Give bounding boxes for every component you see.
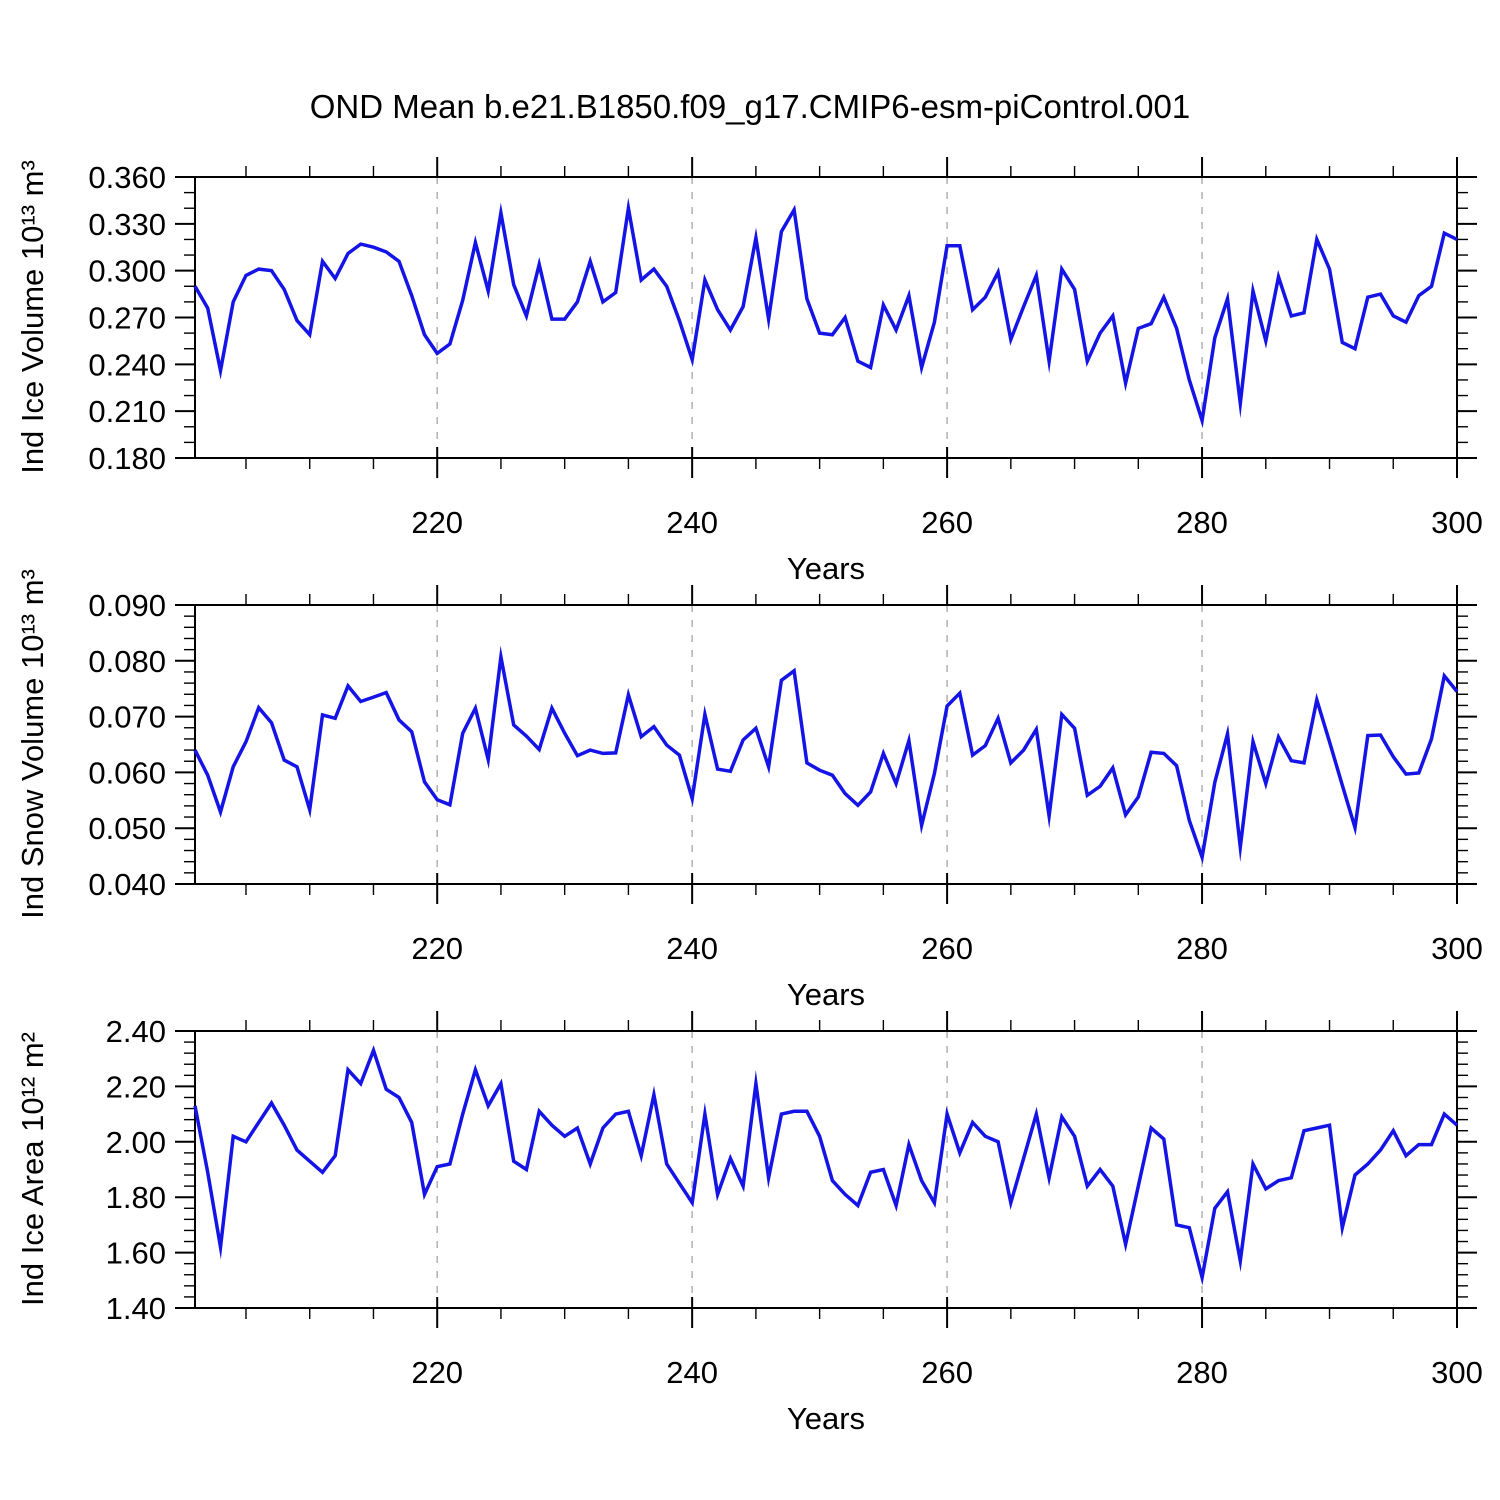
panel-1-x-axis-title: Years bbox=[786, 551, 866, 586]
panel-2-x-axis-title: Years bbox=[786, 977, 866, 1012]
y-tick-label: 0.060 bbox=[88, 755, 166, 790]
y-tick-label: 0.270 bbox=[88, 301, 166, 336]
chart-title: OND Mean b.e21.B1850.f09_g17.CMIP6-esm-p… bbox=[309, 88, 1191, 125]
ind-ice-volume-line bbox=[193, 197, 1458, 429]
x-tick-label: 260 bbox=[921, 1355, 973, 1390]
y-tick-label: 0.360 bbox=[88, 160, 166, 195]
panel-3-x-axis-title: Years bbox=[786, 1401, 866, 1436]
panel-3-plot: 2.40 2.20 2.00 1.80 1.60 1.40 220 240 260 280 300 bbox=[106, 1011, 1483, 1390]
panel-1-y-axis-title: Ind Ice Volume 10¹³ m³ bbox=[15, 160, 50, 474]
plot-border bbox=[194, 604, 1458, 885]
panel-2-y-axis-title: Ind Snow Volume 10¹³ m³ bbox=[15, 569, 50, 919]
y-tick-label: 0.240 bbox=[88, 347, 166, 382]
y-tick-label: 0.300 bbox=[88, 254, 166, 289]
panel-3-y-axis-title: Ind Ice Area 10¹² m² bbox=[15, 1032, 50, 1306]
x-tick-label: 280 bbox=[1176, 931, 1228, 966]
ind-ice-area-line bbox=[193, 1045, 1459, 1286]
plot-border bbox=[194, 1030, 1458, 1309]
plot-border bbox=[194, 176, 1458, 459]
x-tick-label: 280 bbox=[1176, 505, 1228, 540]
y-tick-label: 1.80 bbox=[106, 1180, 166, 1215]
y-tick-label: 0.050 bbox=[88, 811, 166, 846]
ind-snow-volume-line bbox=[193, 645, 1459, 865]
y-tick-label: 0.040 bbox=[88, 867, 166, 902]
y-tick-label: 0.080 bbox=[88, 644, 166, 679]
panel-1-plot: 0.360 0.330 0.300 0.270 0.240 0.210 0.180 220 24… bbox=[88, 157, 1483, 540]
y-tick-label: 0.090 bbox=[88, 588, 166, 623]
y-tick-label: 1.40 bbox=[106, 1291, 166, 1326]
x-tick-label: 240 bbox=[666, 505, 718, 540]
y-tick-label: 0.180 bbox=[88, 441, 166, 476]
x-tick-label: 300 bbox=[1431, 1355, 1483, 1390]
x-tick-label: 220 bbox=[411, 931, 463, 966]
y-tick-label: 2.20 bbox=[106, 1069, 166, 1104]
x-tick-label: 300 bbox=[1431, 505, 1483, 540]
x-tick-label: 240 bbox=[666, 1355, 718, 1390]
x-tick-label: 220 bbox=[411, 505, 463, 540]
panel-2-plot: 0.090 0.080 0.070 0.060 0.050 0.040 220 240 260 2… bbox=[88, 585, 1483, 966]
y-tick-label: 0.330 bbox=[88, 207, 166, 242]
y-tick-label: 1.60 bbox=[106, 1236, 166, 1271]
x-tick-label: 220 bbox=[411, 1355, 463, 1390]
y-tick-label: 2.00 bbox=[106, 1125, 166, 1160]
y-tick-label: 0.070 bbox=[88, 700, 166, 735]
x-tick-label: 240 bbox=[666, 931, 718, 966]
x-tick-label: 300 bbox=[1431, 931, 1483, 966]
x-tick-label: 260 bbox=[921, 931, 973, 966]
y-tick-label: 0.210 bbox=[88, 394, 166, 429]
x-tick-label: 280 bbox=[1176, 1355, 1228, 1390]
x-tick-label: 260 bbox=[921, 505, 973, 540]
y-tick-label: 2.40 bbox=[106, 1014, 166, 1049]
